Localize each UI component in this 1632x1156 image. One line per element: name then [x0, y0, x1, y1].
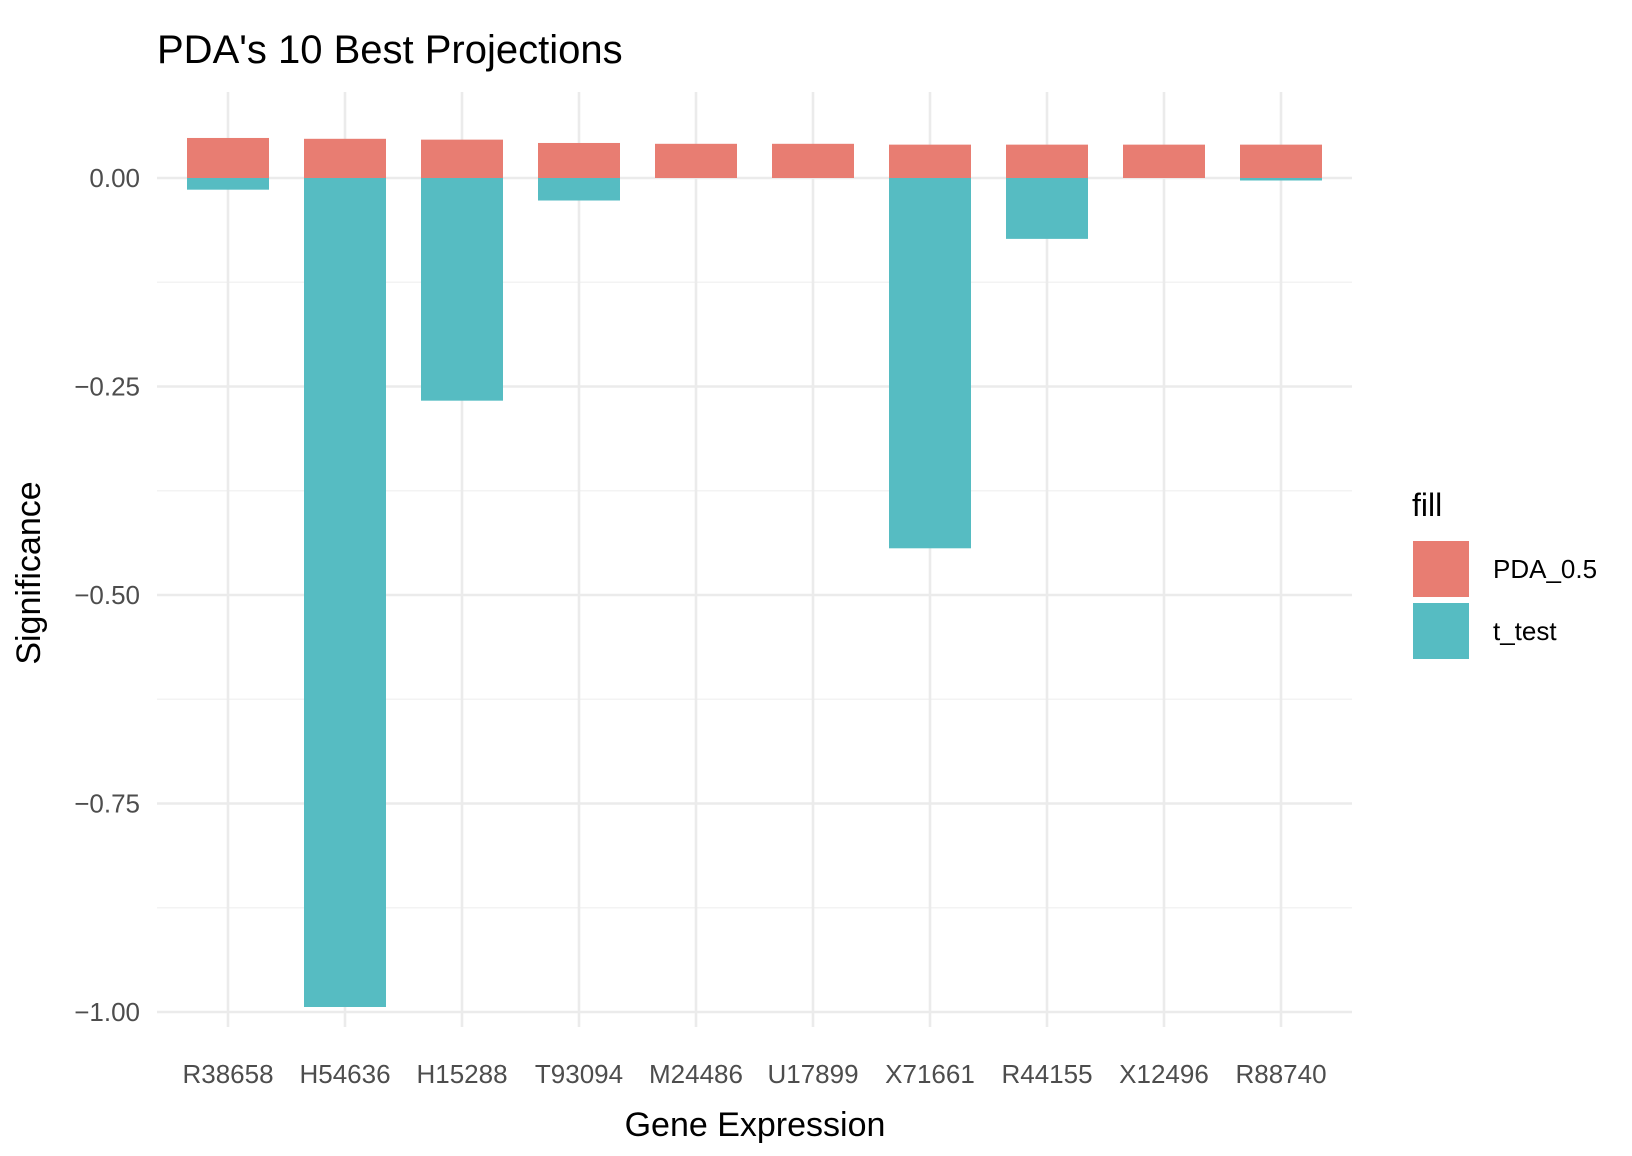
x-tick-label: H15288 — [416, 1059, 507, 1089]
bar-pda-0-5-t93094 — [538, 142, 620, 178]
bar-pda-0-5-m24486 — [655, 143, 737, 178]
bar-pda-0-5-h54636 — [304, 138, 386, 178]
y-axis-title: Significance — [10, 481, 48, 664]
legend-title: fill — [1412, 487, 1442, 523]
x-tick-label: R88740 — [1235, 1059, 1326, 1089]
x-tick-label: X71661 — [885, 1059, 975, 1089]
x-axis-ticks: R38658 H54636 H15288 T93094 M24486 U17899 X716… — [182, 1059, 1326, 1089]
y-axis-ticks: 0.00 −0.25 −0.50 −0.75 −1.00 — [74, 163, 140, 1027]
bar-t-test-t93094 — [538, 178, 620, 201]
bars — [187, 137, 1322, 1007]
bar-pda-0-5-x12496 — [1123, 144, 1205, 178]
legend-swatch — [1413, 603, 1469, 659]
x-tick-label: R38658 — [182, 1059, 273, 1089]
y-tick-label: −0.25 — [74, 372, 140, 402]
legend-label: t_test — [1493, 616, 1557, 646]
y-tick-label: −1.00 — [74, 997, 140, 1027]
bar-t-test-r38658 — [187, 178, 269, 190]
chart-title: PDA's 10 Best Projections — [157, 28, 623, 72]
bar-pda-0-5-r44155 — [1006, 144, 1088, 178]
bar-pda-0-5-r88740 — [1240, 144, 1322, 178]
x-tick-label: M24486 — [649, 1059, 743, 1089]
bar-pda-0-5-x71661 — [889, 144, 971, 178]
x-tick-label: H54636 — [299, 1059, 390, 1089]
legend: fill PDA_0.5 t_test — [1412, 487, 1597, 659]
x-tick-label: X12496 — [1119, 1059, 1209, 1089]
bar-t-test-x71661 — [889, 178, 971, 549]
bar-t-test-r88740 — [1240, 178, 1322, 181]
x-axis-title: Gene Expression — [625, 1106, 886, 1144]
bar-t-test-h54636 — [304, 178, 386, 1007]
y-tick-label: 0.00 — [89, 163, 140, 193]
legend-swatch — [1413, 541, 1469, 597]
bar-pda-0-5-r38658 — [187, 137, 269, 178]
bar-pda-0-5-u17899 — [772, 143, 854, 178]
x-tick-label: T93094 — [535, 1059, 623, 1089]
bar-t-test-r44155 — [1006, 178, 1088, 239]
x-tick-label: U17899 — [767, 1059, 858, 1089]
bar-t-test-h15288 — [421, 178, 503, 401]
bar-pda-0-5-h15288 — [421, 139, 503, 178]
legend-label: PDA_0.5 — [1493, 554, 1597, 584]
y-tick-label: −0.75 — [74, 789, 140, 819]
y-tick-label: −0.50 — [74, 580, 140, 610]
x-tick-label: R44155 — [1001, 1059, 1092, 1089]
